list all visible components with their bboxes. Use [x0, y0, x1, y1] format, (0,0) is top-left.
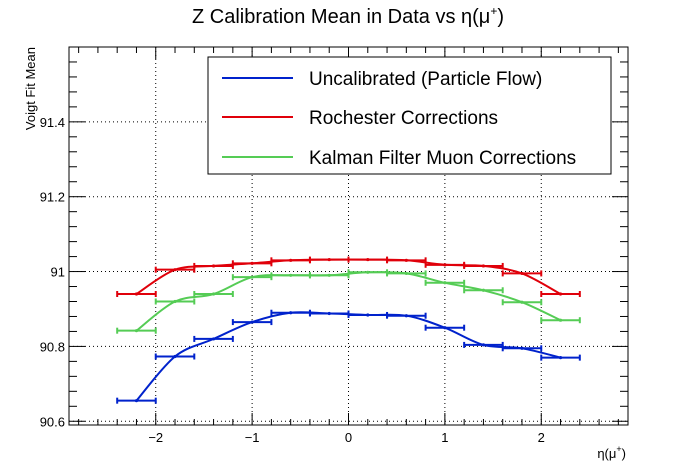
data-point: [173, 268, 177, 272]
data-point: [404, 314, 408, 318]
legend-label: Rochester Corrections: [309, 108, 498, 129]
data-point: [173, 354, 177, 359]
data-point: [443, 263, 447, 267]
data-point: [211, 264, 216, 268]
y-tick-label: 91.4: [40, 115, 65, 130]
data-point: [327, 257, 331, 262]
data-point: [558, 292, 563, 296]
x-tick-label: 1: [441, 430, 448, 445]
data-point: [289, 273, 293, 277]
x-tick-label: 2: [538, 430, 545, 445]
data-point: [134, 399, 139, 403]
data-point: [404, 258, 408, 262]
x-tick-label: −1: [245, 430, 260, 445]
x-tick-label: −2: [148, 430, 163, 445]
data-point: [327, 273, 331, 277]
data-point: [134, 292, 139, 296]
data-point: [520, 300, 524, 304]
data-point: [481, 264, 486, 268]
data-point: [481, 343, 486, 347]
data-point: [289, 258, 293, 262]
data-point: [443, 281, 447, 285]
data-point: [250, 320, 254, 324]
data-point: [366, 270, 370, 274]
series-line: [135, 271, 561, 332]
data-point: [250, 261, 254, 265]
y-tick-label: 91.2: [40, 190, 65, 205]
data-point: [173, 299, 177, 304]
legend-label: Uncalibrated (Particle Flow): [309, 69, 542, 90]
data-point: [520, 271, 524, 276]
data-point: [327, 311, 331, 316]
legend-box: [207, 56, 612, 175]
y-tick-label: 91: [51, 265, 65, 280]
data-point: [366, 313, 370, 317]
x-tick-label: 0: [345, 430, 352, 445]
x-axis-label: η(μ+): [597, 444, 626, 461]
data-point: [404, 271, 408, 276]
data-point: [558, 318, 563, 322]
y-tick-label: 90.8: [40, 339, 65, 354]
data-point: [289, 311, 293, 315]
y-axis-label: Voigt Fit Mean: [23, 47, 38, 130]
data-point: [366, 257, 370, 262]
legend-label: Kalman Filter Muon Corrections: [309, 148, 576, 169]
series-2: [116, 256, 581, 298]
data-point: [558, 356, 563, 360]
series-3: [116, 269, 581, 334]
chart-title: Z Calibration Mean in Data vs η(μ+): [192, 4, 504, 28]
y-tick-label: 90.6: [40, 414, 65, 429]
legend: Uncalibrated (Particle Flow) Rochester Co…: [207, 56, 612, 175]
data-point: [520, 346, 524, 350]
data-point: [134, 329, 139, 333]
data-point: [211, 292, 216, 296]
data-point: [250, 275, 254, 279]
data-point: [481, 288, 486, 292]
series-1: [116, 309, 581, 404]
data-point: [443, 326, 447, 330]
data-point: [211, 337, 216, 341]
series-layer: [116, 256, 581, 404]
axes: −2 −1 0 1 2 90.6 90.8 91 91.2 91.4: [40, 46, 628, 445]
